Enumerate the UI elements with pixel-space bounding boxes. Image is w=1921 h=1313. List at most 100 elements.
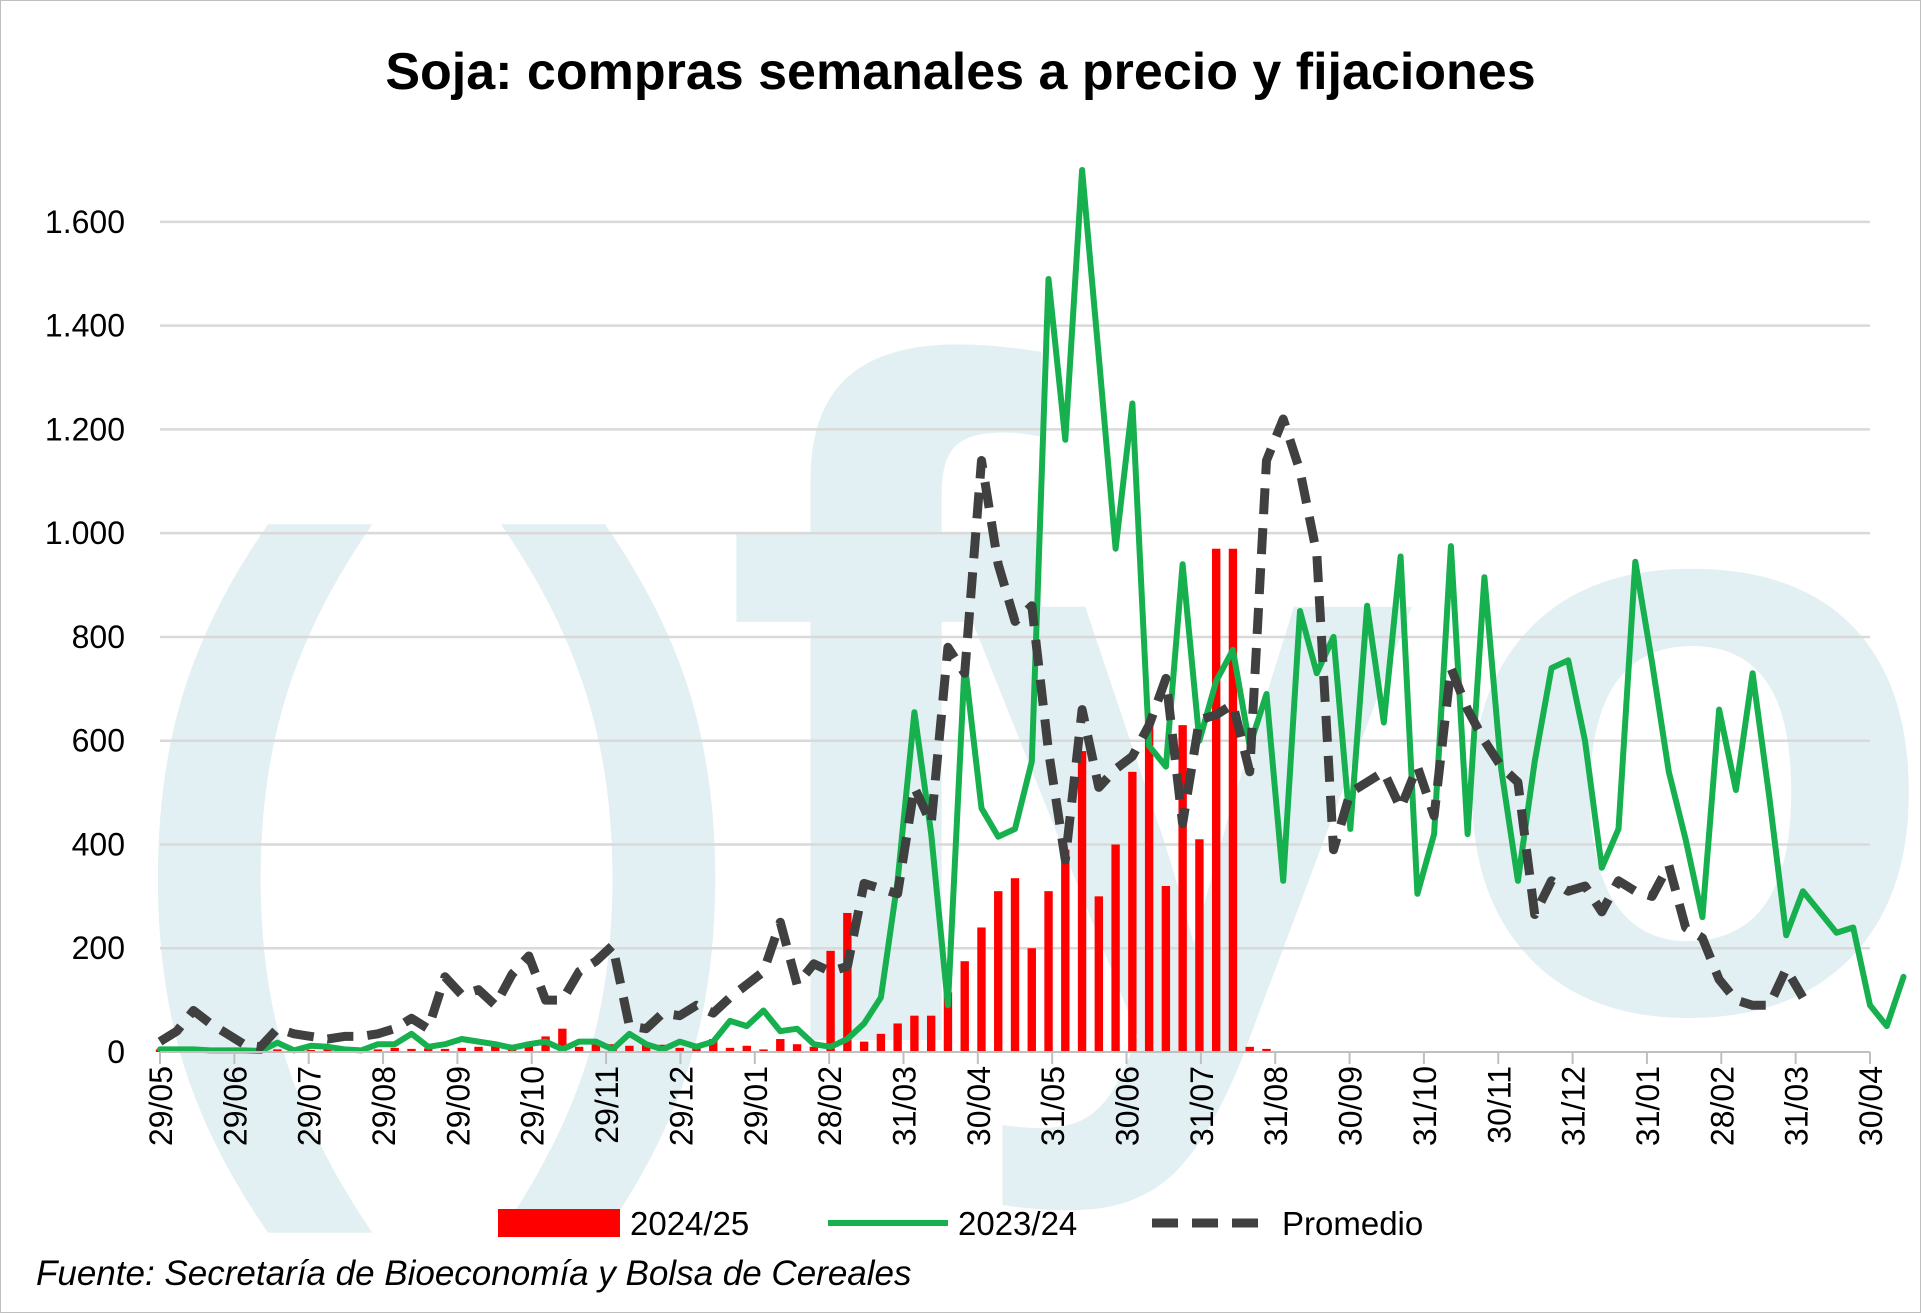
bar-2024-25 bbox=[960, 961, 969, 1052]
x-tick-label: 28/02 bbox=[1704, 1066, 1740, 1146]
bar-2024-25 bbox=[373, 1049, 383, 1052]
bar-2024-25 bbox=[491, 1045, 500, 1052]
bar-2024-25 bbox=[591, 1041, 601, 1052]
legend: 2024/25 2023/24 Promedio bbox=[498, 1205, 1423, 1242]
chart-title: Soja: compras semanales a precio y fijac… bbox=[385, 43, 1536, 101]
bar-2024-25 bbox=[440, 1048, 450, 1052]
x-tick-label: 29/01 bbox=[738, 1066, 774, 1146]
legend-label-2024-25: 2024/25 bbox=[630, 1205, 749, 1242]
bar-2024-25 bbox=[1195, 839, 1204, 1052]
x-tick-label: 28/02 bbox=[812, 1066, 848, 1146]
bar-2024-25 bbox=[574, 1046, 584, 1052]
watermark-f: f bbox=[720, 172, 1050, 1244]
bar-2024-25 bbox=[994, 891, 1003, 1052]
source-note: Fuente: Secretaría de Bioeconomía y Bols… bbox=[36, 1254, 912, 1293]
bar-2024-25 bbox=[1111, 844, 1120, 1052]
bar-2024-25 bbox=[306, 1049, 316, 1052]
y-tick-label: 200 bbox=[72, 930, 125, 966]
x-tick-label: 31/03 bbox=[1779, 1066, 1815, 1146]
legend-swatch-2024-25 bbox=[498, 1209, 620, 1237]
watermark-o: o bbox=[1440, 268, 1921, 1184]
bar-2024-25 bbox=[1128, 771, 1137, 1052]
watermark-paren-right: ) bbox=[500, 388, 753, 1241]
bar-2024-25 bbox=[910, 1015, 919, 1052]
bar-2024-25 bbox=[390, 1047, 399, 1052]
x-axis: 29/05 29/06 29/07 29/08 29/09 29/10 29/11 29/12… bbox=[143, 1051, 1889, 1146]
legend-label-2023-24: 2023/24 bbox=[958, 1205, 1077, 1242]
x-tick-label: 30/09 bbox=[1333, 1066, 1369, 1146]
bars-2024-25 bbox=[155, 548, 1271, 1052]
line-2023-24 bbox=[157, 167, 1907, 1054]
watermark-paren-left: ( bbox=[120, 388, 381, 1241]
bar-2024-25 bbox=[709, 1039, 718, 1052]
y-tick-label: 600 bbox=[72, 723, 125, 759]
x-tick-label: 31/01 bbox=[1630, 1066, 1666, 1146]
x-tick-label: 31/05 bbox=[1035, 1066, 1071, 1146]
bar-2024-25 bbox=[843, 912, 852, 1052]
bar-2024-25 bbox=[558, 1028, 567, 1052]
x-tick-label: 30/06 bbox=[1110, 1066, 1146, 1146]
y-tick-label: 1.600 bbox=[45, 204, 125, 240]
bar-2024-25 bbox=[1094, 896, 1104, 1052]
x-tick-label: 29/08 bbox=[366, 1066, 402, 1146]
y-tick-label: 1.000 bbox=[45, 515, 125, 551]
x-tick-label: 31/03 bbox=[886, 1066, 922, 1146]
bar-2024-25 bbox=[1044, 891, 1053, 1052]
legend-label-promedio: Promedio bbox=[1282, 1205, 1423, 1242]
bar-2024-25 bbox=[742, 1045, 751, 1052]
bar-2024-25 bbox=[893, 1023, 902, 1052]
x-tick-label: 29/05 bbox=[143, 1066, 179, 1146]
y-tick-label: 0 bbox=[107, 1034, 125, 1070]
x-tick-label: 30/11 bbox=[1481, 1066, 1517, 1144]
bar-2024-25 bbox=[1144, 719, 1154, 1052]
x-tick-label: 29/06 bbox=[217, 1066, 253, 1146]
y-axis: 0 200 400 600 800 1.000 1.200 1.400 1.600 bbox=[45, 204, 125, 1070]
bar-2024-25 bbox=[1228, 548, 1238, 1052]
bar-2024-25 bbox=[1211, 548, 1221, 1052]
x-tick-label: 29/10 bbox=[515, 1066, 551, 1146]
bar-2024-25 bbox=[1262, 1048, 1271, 1052]
bar-2024-25 bbox=[826, 950, 835, 1052]
y-tick-label: 800 bbox=[72, 619, 125, 655]
bar-2024-25 bbox=[809, 1046, 819, 1052]
x-tick-label: 29/11 bbox=[589, 1066, 625, 1144]
bar-2024-25 bbox=[474, 1046, 483, 1052]
bar-2024-25 bbox=[323, 1049, 332, 1052]
line-promedio bbox=[157, 414, 1807, 1052]
bar-2024-25 bbox=[1010, 878, 1020, 1052]
x-tick-label: 31/12 bbox=[1556, 1066, 1592, 1146]
gridlines bbox=[160, 220, 1870, 950]
bar-2024-25 bbox=[1061, 849, 1070, 1052]
x-tick-label: 29/09 bbox=[440, 1066, 476, 1146]
fyo-watermark-logo: ( ) f y o bbox=[120, 172, 1921, 1244]
x-tick-label: 29/12 bbox=[663, 1066, 699, 1146]
bar-2024-25 bbox=[424, 1048, 433, 1052]
bar-2024-25 bbox=[524, 1045, 534, 1052]
bar-2024-25 bbox=[457, 1047, 466, 1052]
bar-2024-25 bbox=[859, 1041, 869, 1052]
bar-2024-25 bbox=[675, 1047, 684, 1052]
bar-2024-25 bbox=[943, 992, 953, 1052]
bar-2024-25 bbox=[776, 1039, 785, 1052]
bar-2024-25 bbox=[926, 1015, 936, 1052]
bar-2024-25 bbox=[273, 1049, 282, 1052]
bar-2024-25 bbox=[792, 1044, 802, 1052]
bar-2024-25 bbox=[725, 1047, 735, 1052]
bar-2024-25 bbox=[759, 1049, 768, 1052]
x-tick-label: 31/08 bbox=[1258, 1066, 1294, 1146]
y-tick-label: 1.200 bbox=[45, 411, 125, 447]
bar-2024-25 bbox=[876, 1033, 886, 1052]
x-tick-label: 31/07 bbox=[1184, 1066, 1220, 1146]
bar-2024-25 bbox=[625, 1045, 634, 1052]
y-tick-label: 400 bbox=[72, 826, 125, 862]
x-tick-label: 29/07 bbox=[292, 1066, 328, 1146]
series-lines bbox=[157, 167, 1907, 1054]
x-tick-label: 30/04 bbox=[961, 1066, 997, 1146]
bar-2024-25 bbox=[1178, 725, 1187, 1052]
y-tick-label: 1.400 bbox=[45, 308, 125, 344]
x-tick-label: 30/04 bbox=[1853, 1066, 1889, 1146]
bar-2024-25 bbox=[1245, 1046, 1254, 1052]
bar-2024-25 bbox=[1161, 885, 1171, 1052]
bar-2024-25 bbox=[407, 1048, 416, 1052]
